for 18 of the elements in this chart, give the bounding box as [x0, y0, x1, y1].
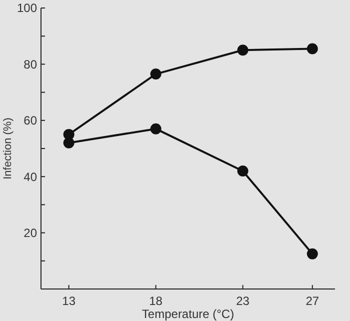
point: [306, 248, 318, 260]
y-tick-label: 20: [24, 226, 38, 240]
y-tick-label: 60: [24, 114, 38, 128]
x-tick-label: 23: [236, 294, 250, 308]
x-axis-title: Temperature (°C): [142, 307, 234, 321]
point: [150, 68, 162, 80]
x-tick-label: 13: [62, 294, 76, 308]
y-tick-label: 80: [24, 57, 38, 72]
point: [150, 123, 162, 134]
point: [63, 137, 74, 148]
x-tick-label: 18: [149, 294, 163, 308]
x-tick-label: 27: [306, 294, 320, 308]
point: [237, 44, 248, 56]
point: [306, 43, 318, 54]
y-tick-label: 100: [16, 1, 38, 16]
y-axis-title: Infection (%): [2, 118, 14, 180]
point: [237, 165, 248, 176]
y-tick-label: 40: [24, 170, 38, 184]
